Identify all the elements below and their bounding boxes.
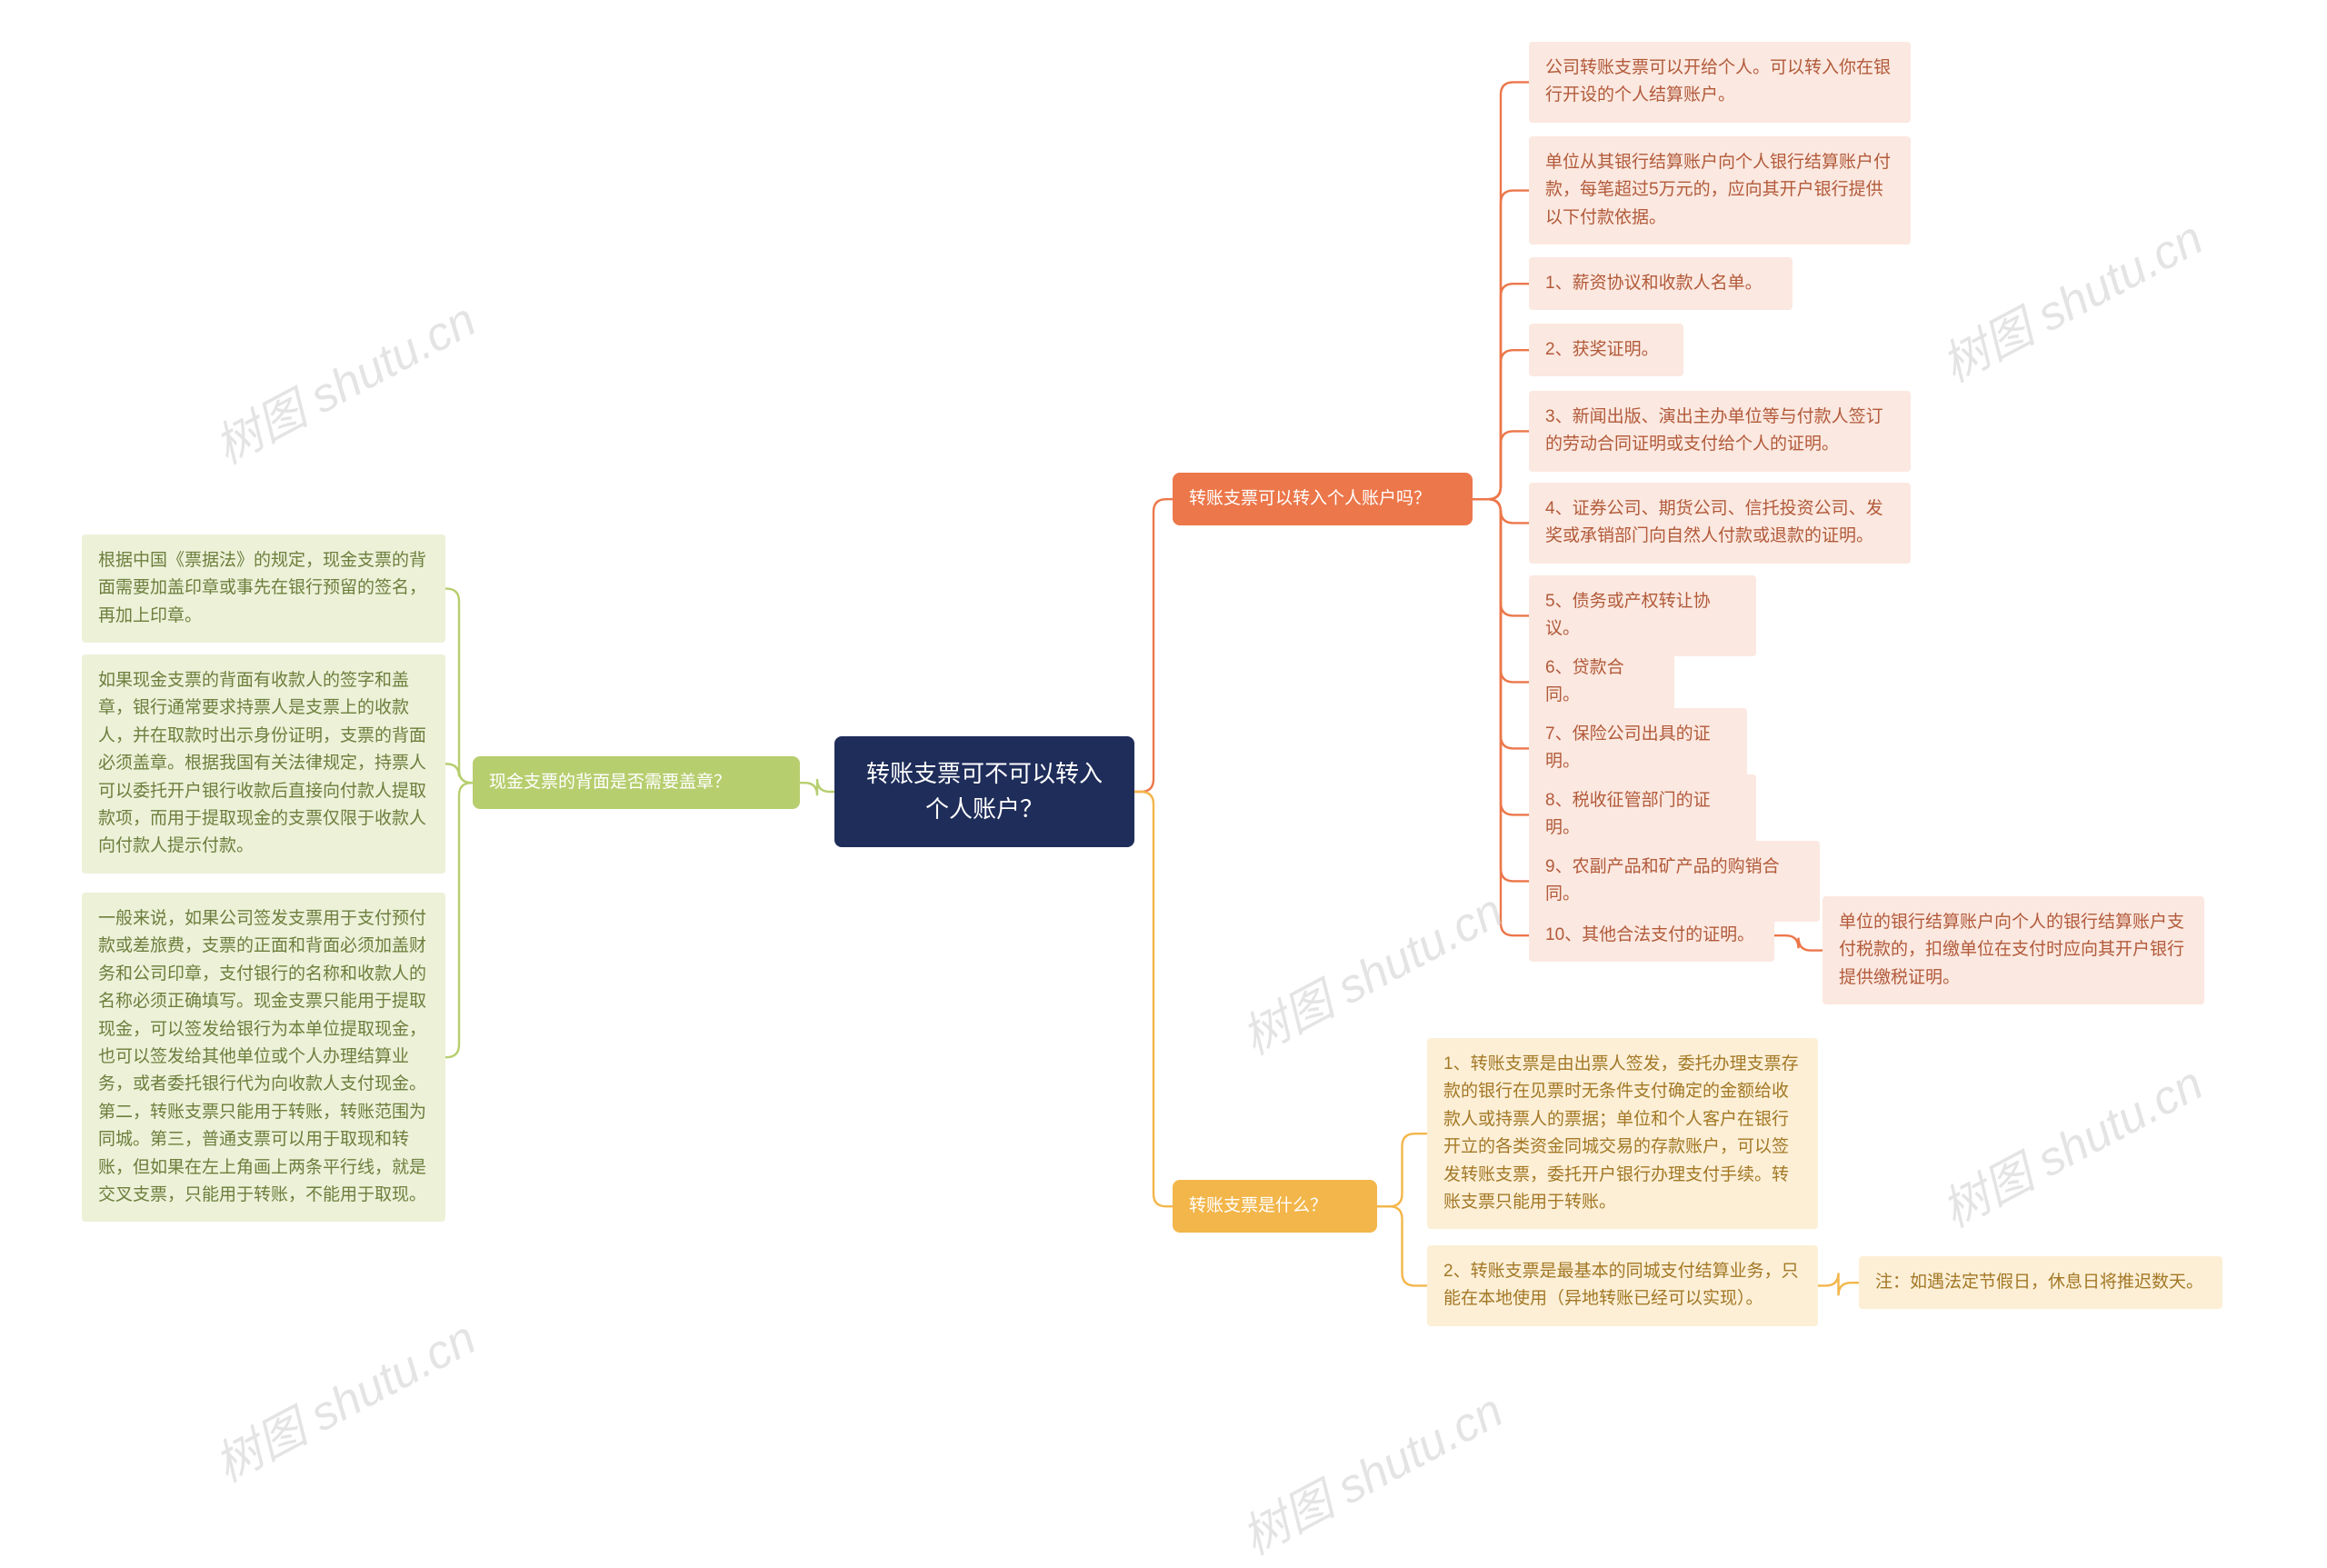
branch-green: 现金支票的背面是否需要盖章？ (473, 756, 800, 809)
leaf-green-0: 根据中国《票据法》的规定，现金支票的背面需要加盖印章或事先在银行预留的签名，再加… (82, 534, 445, 643)
root-node: 转账支票可不可以转入个人账户？ (834, 736, 1134, 847)
leaf-orange-11: 10、其他合法支付的证明。 (1529, 909, 1774, 962)
leaf-orange-2: 1、薪资协议和收款人名单。 (1529, 257, 1793, 310)
leaf-yellow-0: 1、转账支票是由出票人签发，委托办理支票存款的银行在见票时无条件支付确定的金额给… (1427, 1038, 1818, 1229)
leaf-orange-11-sub: 单位的银行结算账户向个人的银行结算账户支付税款的，扣缴单位在支付时应向其开户银行… (1823, 896, 2204, 1004)
leaf-yellow-1-sub: 注：如遇法定节假日，休息日将推迟数天。 (1859, 1256, 2222, 1309)
watermark: 树图 shutu.cn (201, 1300, 485, 1494)
leaf-orange-0: 公司转账支票可以开给个人。可以转入你在银行开设的个人结算账户。 (1529, 42, 1911, 123)
leaf-orange-3: 2、获奖证明。 (1529, 324, 1683, 376)
watermark: 树图 shutu.cn (1228, 1373, 1513, 1567)
leaf-orange-4: 3、新闻出版、演出主办单位等与付款人签订的劳动合同证明或支付给个人的证明。 (1529, 391, 1911, 472)
branch-yellow: 转账支票是什么？ (1173, 1180, 1377, 1233)
watermark: 树图 shutu.cn (201, 282, 485, 476)
leaf-green-1: 如果现金支票的背面有收款人的签字和盖章，银行通常要求持票人是支票上的收款人，并在… (82, 654, 445, 874)
leaf-green-2: 一般来说，如果公司签发支票用于支付预付款或差旅费，支票的正面和背面必须加盖财务和… (82, 893, 445, 1222)
leaf-orange-5: 4、证券公司、期货公司、信托投资公司、发奖或承销部门向自然人付款或退款的证明。 (1529, 483, 1911, 564)
watermark: 树图 shutu.cn (1928, 1045, 2212, 1240)
leaf-orange-1: 单位从其银行结算账户向个人银行结算账户付款，每笔超过5万元的，应向其开户银行提供… (1529, 136, 1911, 245)
branch-orange: 转账支票可以转入个人账户吗？ (1173, 473, 1473, 525)
watermark: 树图 shutu.cn (1928, 200, 2212, 394)
leaf-yellow-1: 2、转账支票是最基本的同城支付结算业务，只能在本地使用（异地转账已经可以实现）。 (1427, 1245, 1818, 1326)
